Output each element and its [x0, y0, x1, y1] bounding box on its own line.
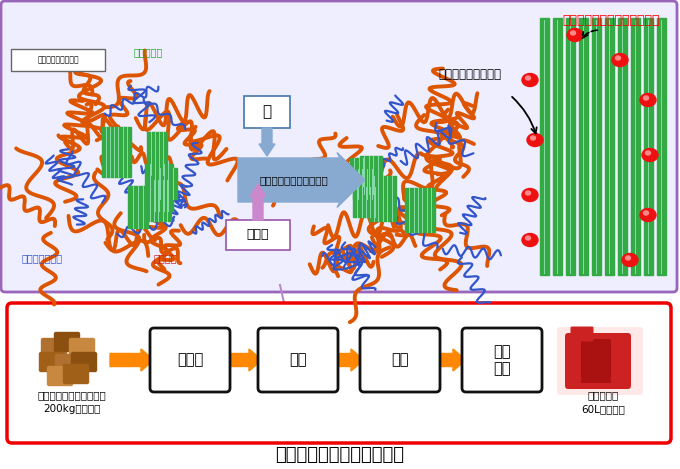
FancyBboxPatch shape	[69, 339, 95, 357]
FancyBboxPatch shape	[63, 364, 88, 384]
Bar	[644, 18, 653, 275]
FancyBboxPatch shape	[565, 333, 631, 389]
FancyBboxPatch shape	[557, 327, 643, 395]
Ellipse shape	[526, 76, 530, 80]
Text: 酵素（セルラーゼ）: 酵素（セルラーゼ）	[439, 68, 502, 82]
Bar	[540, 18, 549, 275]
Bar	[146, 164, 173, 211]
Text: 糖化: 糖化	[289, 353, 307, 368]
Ellipse shape	[571, 31, 575, 35]
FancyArrow shape	[110, 349, 154, 371]
Bar	[566, 18, 575, 275]
Bar	[147, 132, 167, 175]
Text: 水: 水	[262, 105, 271, 120]
Text: 木質組織のモデル図: 木質組織のモデル図	[37, 55, 79, 65]
Text: セルロースミクロフィブリル: セルロースミクロフィブリル	[562, 14, 660, 27]
Bar	[353, 169, 377, 198]
Bar	[553, 18, 562, 275]
Bar	[592, 18, 601, 275]
FancyBboxPatch shape	[360, 328, 440, 392]
FancyBboxPatch shape	[71, 353, 97, 371]
Ellipse shape	[645, 151, 651, 155]
FancyBboxPatch shape	[571, 326, 594, 341]
Ellipse shape	[642, 149, 658, 161]
Ellipse shape	[643, 211, 649, 215]
Text: 添加剤: 添加剤	[247, 228, 269, 242]
Ellipse shape	[530, 136, 536, 140]
Bar	[151, 168, 177, 199]
FancyArrow shape	[438, 349, 466, 371]
Text: リグニン: リグニン	[153, 253, 177, 263]
FancyArrow shape	[226, 349, 262, 371]
FancyBboxPatch shape	[54, 333, 80, 351]
Ellipse shape	[567, 29, 583, 41]
FancyBboxPatch shape	[258, 328, 338, 392]
FancyBboxPatch shape	[11, 49, 105, 71]
FancyArrow shape	[238, 152, 365, 207]
Text: 発酵: 発酵	[391, 353, 409, 368]
Ellipse shape	[527, 134, 543, 146]
Ellipse shape	[522, 74, 538, 86]
Text: セルロース系バイオマス
200kg／パッチ: セルロース系バイオマス 200kg／パッチ	[37, 390, 106, 414]
Bar	[146, 180, 171, 221]
FancyBboxPatch shape	[462, 328, 542, 392]
Text: 前処理: 前処理	[177, 353, 203, 368]
Ellipse shape	[622, 254, 638, 266]
Text: 湿式メカノケミカル処理: 湿式メカノケミカル処理	[259, 175, 328, 185]
Text: ヘミセルロース: ヘミセルロース	[22, 253, 63, 263]
Bar	[353, 187, 379, 217]
Text: エタノール
60L／パッチ: エタノール 60L／パッチ	[581, 390, 625, 414]
FancyBboxPatch shape	[1, 1, 677, 292]
Text: 開発するプラントイメージ: 開発するプラントイメージ	[275, 446, 405, 464]
FancyBboxPatch shape	[39, 353, 65, 371]
Bar	[405, 188, 435, 232]
Ellipse shape	[522, 234, 538, 247]
FancyBboxPatch shape	[7, 303, 671, 443]
Bar	[369, 176, 396, 221]
Ellipse shape	[612, 53, 628, 67]
Bar	[360, 156, 382, 195]
FancyBboxPatch shape	[150, 328, 230, 392]
Text: セルロース: セルロース	[133, 47, 163, 57]
Bar	[128, 186, 148, 228]
FancyBboxPatch shape	[48, 366, 73, 386]
Text: 蒸留
精製: 蒸留 精製	[493, 344, 511, 376]
Ellipse shape	[526, 236, 530, 240]
Ellipse shape	[626, 256, 630, 260]
Bar	[579, 18, 588, 275]
Ellipse shape	[640, 93, 656, 106]
Ellipse shape	[522, 189, 538, 202]
Bar	[350, 158, 368, 186]
Bar	[631, 18, 640, 275]
FancyBboxPatch shape	[244, 96, 290, 128]
Bar	[657, 18, 666, 275]
FancyArrow shape	[259, 128, 275, 156]
FancyArrow shape	[250, 184, 266, 220]
Ellipse shape	[615, 56, 620, 60]
Ellipse shape	[643, 96, 649, 100]
FancyBboxPatch shape	[226, 220, 290, 250]
FancyBboxPatch shape	[41, 339, 67, 357]
FancyBboxPatch shape	[56, 355, 80, 373]
Ellipse shape	[526, 191, 530, 195]
FancyArrow shape	[334, 349, 364, 371]
Bar	[618, 18, 627, 275]
Ellipse shape	[640, 209, 656, 221]
Bar	[102, 127, 131, 177]
Bar	[605, 18, 614, 275]
FancyBboxPatch shape	[581, 339, 611, 383]
